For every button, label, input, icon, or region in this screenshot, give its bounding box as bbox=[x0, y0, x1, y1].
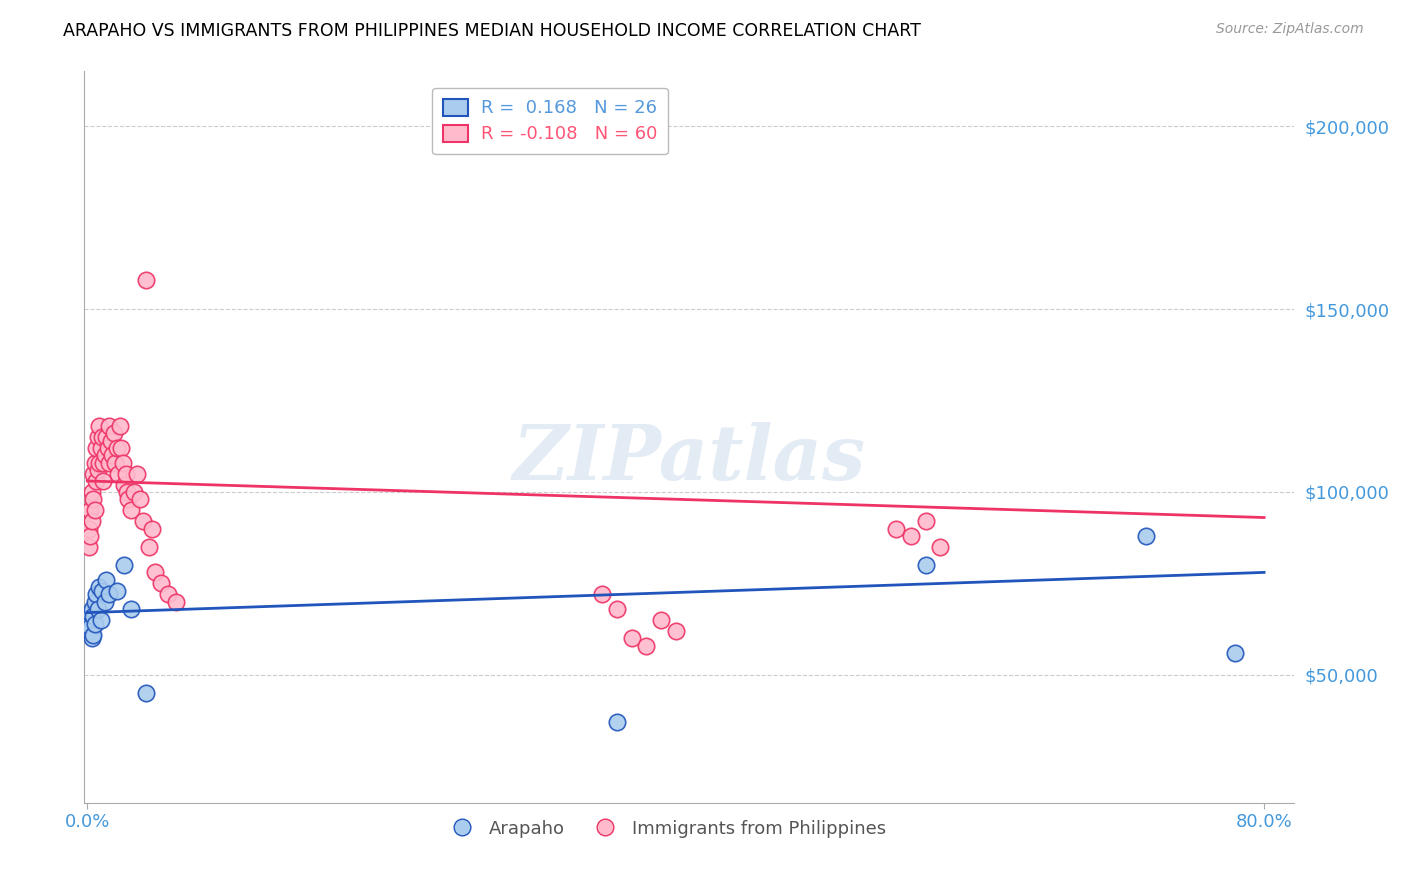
Point bbox=[124, 484, 146, 499]
Point bbox=[101, 448, 124, 462]
Point bbox=[83, 456, 105, 470]
Point bbox=[98, 419, 121, 434]
Point bbox=[80, 514, 103, 528]
Point bbox=[112, 477, 135, 491]
Point bbox=[93, 456, 115, 470]
Point bbox=[111, 456, 134, 470]
Point bbox=[886, 521, 908, 535]
Point bbox=[104, 456, 127, 470]
Point bbox=[82, 492, 104, 507]
Point bbox=[84, 474, 107, 488]
Point bbox=[90, 441, 112, 455]
Point bbox=[108, 419, 131, 434]
Point bbox=[112, 558, 135, 573]
Point bbox=[80, 484, 103, 499]
Point bbox=[110, 441, 132, 455]
Point bbox=[120, 602, 142, 616]
Point bbox=[79, 620, 101, 634]
Point bbox=[90, 613, 112, 627]
Point bbox=[914, 514, 936, 528]
Point bbox=[115, 484, 138, 499]
Point bbox=[100, 434, 122, 448]
Point bbox=[79, 503, 101, 517]
Point bbox=[117, 492, 139, 507]
Point bbox=[636, 639, 658, 653]
Point bbox=[77, 521, 100, 535]
Point bbox=[77, 613, 100, 627]
Point bbox=[105, 441, 128, 455]
Point bbox=[86, 463, 108, 477]
Point bbox=[87, 580, 110, 594]
Point bbox=[1223, 646, 1246, 660]
Point bbox=[132, 514, 155, 528]
Point bbox=[79, 529, 101, 543]
Point bbox=[914, 558, 936, 573]
Point bbox=[80, 602, 103, 616]
Point bbox=[91, 430, 114, 444]
Legend: Arapaho, Immigrants from Philippines: Arapaho, Immigrants from Philippines bbox=[436, 813, 893, 845]
Text: ZIPatlas: ZIPatlas bbox=[512, 422, 866, 496]
Point bbox=[94, 594, 117, 608]
Point bbox=[141, 521, 163, 535]
Point bbox=[606, 715, 628, 730]
Point bbox=[165, 594, 187, 608]
Point bbox=[77, 624, 100, 638]
Point bbox=[83, 616, 105, 631]
Point bbox=[127, 467, 149, 481]
Point bbox=[591, 587, 613, 601]
Point bbox=[157, 587, 180, 601]
Point bbox=[83, 594, 105, 608]
Point bbox=[105, 583, 128, 598]
Point bbox=[98, 456, 121, 470]
Point bbox=[91, 583, 114, 598]
Point bbox=[107, 467, 129, 481]
Point bbox=[103, 426, 125, 441]
Point bbox=[135, 273, 157, 287]
Point bbox=[86, 430, 108, 444]
Point bbox=[929, 540, 952, 554]
Point bbox=[83, 503, 105, 517]
Point bbox=[94, 448, 117, 462]
Point bbox=[87, 456, 110, 470]
Point bbox=[620, 632, 643, 646]
Point bbox=[606, 602, 628, 616]
Point bbox=[79, 606, 101, 620]
Point bbox=[138, 540, 160, 554]
Point bbox=[93, 474, 115, 488]
Text: ARAPAHO VS IMMIGRANTS FROM PHILIPPINES MEDIAN HOUSEHOLD INCOME CORRELATION CHART: ARAPAHO VS IMMIGRANTS FROM PHILIPPINES M… bbox=[63, 22, 921, 40]
Point bbox=[143, 566, 166, 580]
Point bbox=[114, 467, 136, 481]
Point bbox=[80, 632, 103, 646]
Point bbox=[84, 587, 107, 601]
Point bbox=[650, 613, 672, 627]
Point bbox=[97, 441, 120, 455]
Point bbox=[120, 503, 142, 517]
Point bbox=[665, 624, 688, 638]
Point bbox=[129, 492, 152, 507]
Point bbox=[96, 573, 118, 587]
Point bbox=[82, 609, 104, 624]
Point bbox=[82, 467, 104, 481]
Point bbox=[96, 430, 118, 444]
Point bbox=[84, 441, 107, 455]
Point bbox=[77, 540, 100, 554]
Point bbox=[900, 529, 922, 543]
Point bbox=[82, 627, 104, 641]
Point bbox=[98, 587, 121, 601]
Point bbox=[86, 602, 108, 616]
Point bbox=[87, 419, 110, 434]
Point bbox=[149, 576, 172, 591]
Text: Source: ZipAtlas.com: Source: ZipAtlas.com bbox=[1216, 22, 1364, 37]
Point bbox=[1135, 529, 1157, 543]
Point bbox=[135, 686, 157, 700]
